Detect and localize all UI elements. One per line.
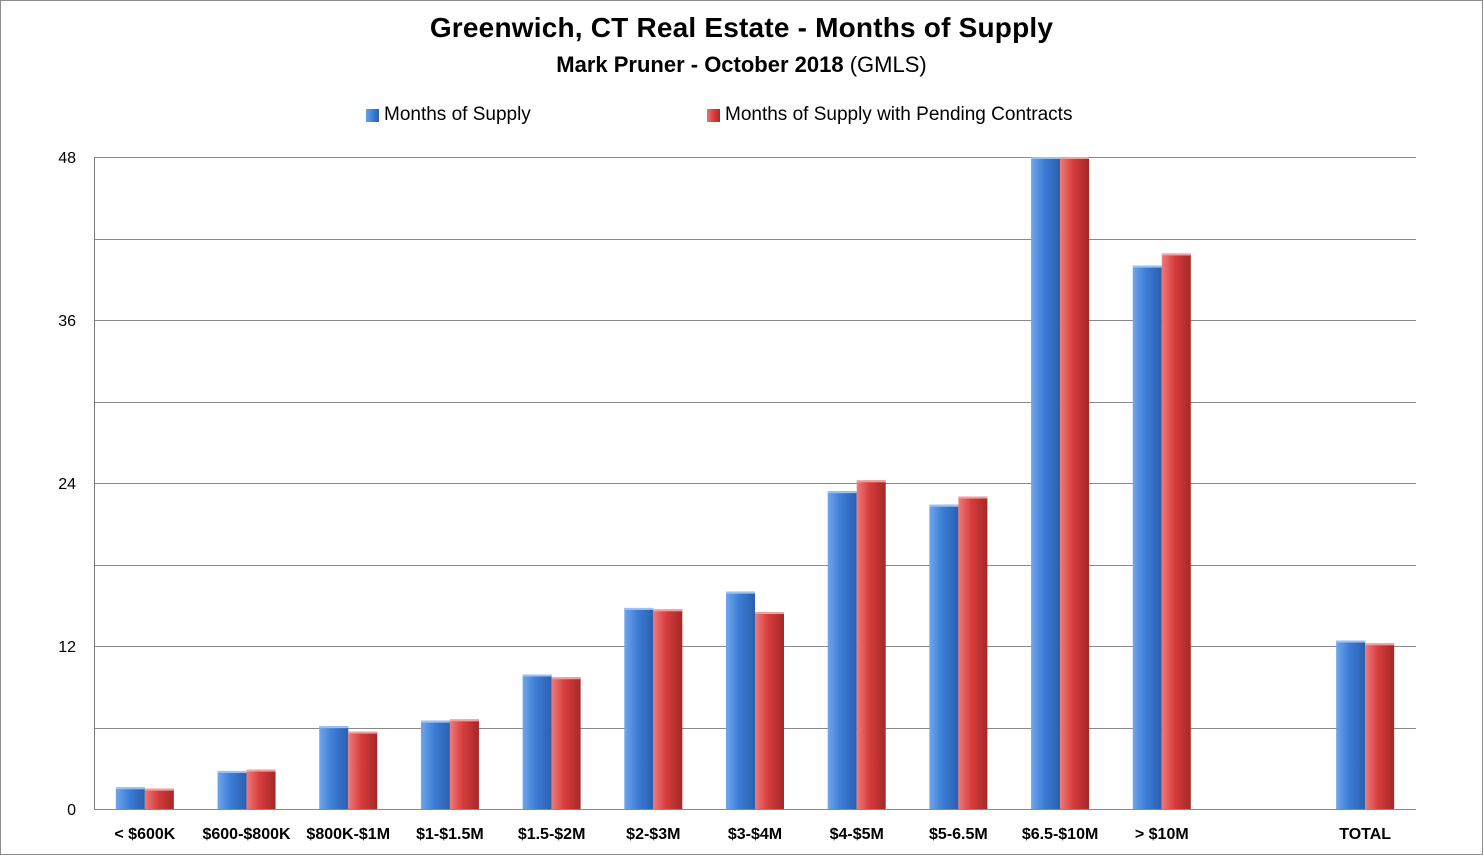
- bar-pending-contracts: [1161, 253, 1191, 810]
- bar-top-highlight: [420, 720, 450, 723]
- x-tick-label: $2-$3M: [626, 826, 680, 843]
- bar-top-highlight: [856, 480, 886, 483]
- bar-top-highlight: [827, 491, 857, 494]
- bar-top-highlight: [348, 731, 378, 734]
- bar-months-of-supply: [827, 491, 857, 809]
- bar-months-of-supply: [624, 607, 654, 809]
- subtitle-source: (GMLS): [849, 52, 927, 77]
- bar-months-of-supply: [929, 504, 959, 809]
- bar-top-highlight: [755, 612, 784, 615]
- bar-top-highlight: [115, 787, 145, 790]
- bar-top-highlight: [319, 726, 349, 729]
- legend: Months of Supply Months of Supply with P…: [0, 104, 1483, 128]
- bar-months-of-supply: [115, 787, 145, 809]
- x-tick-label: TOTAL: [1339, 826, 1391, 843]
- chart-title: Greenwich, CT Real Estate - Months of Su…: [429, 12, 1054, 43]
- x-tick-label: $3-$4M: [728, 826, 782, 843]
- x-tick-label: $1.5-$2M: [518, 826, 586, 843]
- bars: [115, 157, 1395, 810]
- bar-top-highlight: [624, 607, 654, 610]
- bar-months-of-supply: [726, 591, 755, 809]
- subtitle-main: Mark Pruner - October 2018: [556, 52, 844, 77]
- legend-item-pending-contracts: Months of Supply with Pending Contracts: [707, 104, 1072, 126]
- y-tick-label: 0: [67, 802, 76, 819]
- bar-pending-contracts: [958, 496, 988, 809]
- bar-top-highlight: [1132, 265, 1162, 268]
- legend-label: Months of Supply with Pending Contracts: [725, 104, 1073, 125]
- bar-pending-contracts: [1365, 643, 1395, 809]
- x-tick-label: $1-$1.5M: [416, 826, 484, 843]
- x-tick-label: $600-$800K: [202, 826, 291, 843]
- x-tick-label: $5-6.5M: [929, 826, 988, 843]
- axis-labels: 0 12 24 36 48 < $600K $600-$800K $800K-$1M $1-$1…: [58, 150, 1391, 843]
- chart-subtitle: Mark Pruner - October 2018 (GMLS): [0, 52, 1483, 78]
- x-tick-label: $800K-$1M: [306, 826, 390, 843]
- bar-top-highlight: [144, 788, 174, 791]
- bar-top-highlight: [958, 496, 988, 499]
- x-tick-label: < $600K: [114, 826, 175, 843]
- bar-months-of-supply: [1132, 265, 1162, 810]
- y-tick-label: 48: [58, 150, 76, 167]
- bar-months-of-supply: [319, 726, 349, 809]
- bar-top-highlight: [522, 674, 552, 677]
- legend-swatch-red: [707, 108, 720, 122]
- legend-label: Months of Supply: [384, 104, 531, 125]
- bar-top-highlight: [1365, 643, 1395, 646]
- bar-top-highlight: [653, 609, 683, 612]
- bar-pending-contracts: [144, 788, 174, 809]
- bar-pending-contracts: [348, 731, 378, 809]
- bar-months-of-supply: [1336, 640, 1366, 809]
- x-tick-label: $4-$5M: [830, 826, 884, 843]
- bar-pending-contracts: [653, 609, 683, 809]
- y-tick-label: 12: [58, 639, 76, 656]
- bar-top-highlight: [1031, 157, 1061, 159]
- bar-pending-contracts: [246, 769, 276, 809]
- bar-months-of-supply: [1031, 157, 1061, 809]
- x-tick-label: $6.5-$10M: [1022, 826, 1099, 843]
- y-tick-label: 36: [58, 313, 76, 330]
- y-tick-label: 24: [58, 476, 76, 493]
- x-tick-label: > $10M: [1135, 826, 1189, 843]
- legend-swatch-blue: [366, 108, 379, 122]
- bar-top-highlight: [551, 677, 581, 680]
- bar-top-highlight: [246, 769, 276, 772]
- bar-months-of-supply: [522, 674, 552, 809]
- bar-pending-contracts: [1060, 157, 1090, 809]
- bar-top-highlight: [1060, 157, 1090, 159]
- bar-months-of-supply: [217, 770, 247, 809]
- bar-top-highlight: [726, 591, 755, 594]
- legend-item-months-of-supply: Months of Supply: [366, 104, 531, 126]
- bar-top-highlight: [449, 719, 479, 722]
- bar-pending-contracts: [551, 677, 581, 809]
- bar-pending-contracts: [755, 612, 784, 809]
- bar-pending-contracts: [449, 719, 479, 809]
- bar-top-highlight: [1336, 640, 1366, 643]
- bar-months-of-supply: [420, 720, 450, 809]
- bar-pending-contracts: [856, 480, 886, 809]
- bar-top-highlight: [929, 504, 959, 507]
- bar-top-highlight: [1161, 253, 1191, 256]
- bar-top-highlight: [217, 770, 247, 773]
